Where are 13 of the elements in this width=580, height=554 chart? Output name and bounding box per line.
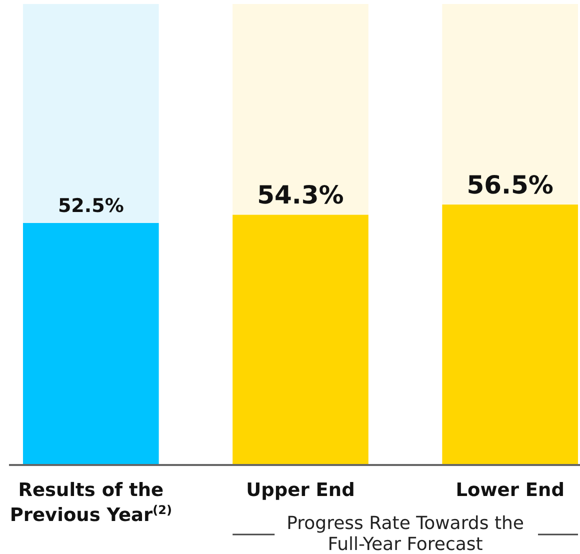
bar <box>442 4 578 205</box>
bar <box>23 4 159 223</box>
x-tick-label: Results of the Previous Year$^{(2)}$ <box>10 480 172 526</box>
text: Progress Rate Towards the Full-Year Forecast <box>286 513 524 554</box>
data-label: 56.5% <box>466 170 554 200</box>
x-tick-label: Upper End <box>246 480 355 501</box>
bar <box>232 214 368 465</box>
bar <box>232 4 368 215</box>
data-label: 54.3% <box>257 180 344 210</box>
bar <box>23 222 159 465</box>
data-label: 52.5% <box>58 194 124 217</box>
x-tick-label: Lower End <box>456 480 564 501</box>
bar <box>442 204 578 465</box>
